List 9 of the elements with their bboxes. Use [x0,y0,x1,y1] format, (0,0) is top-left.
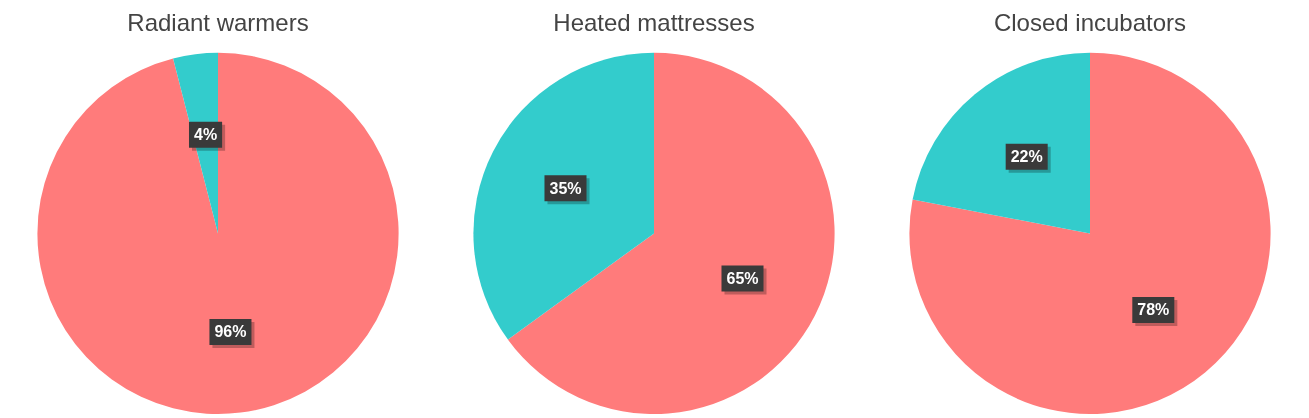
chart-title: Closed incubators [993,9,1187,37]
data-label: 96% [214,323,247,341]
chart-title: Heated mattresses [553,9,755,37]
data-label: 4% [193,126,218,144]
data-label: 22% [1010,148,1043,166]
chart-title: Radiant warmers [127,9,309,37]
data-label: 78% [1137,301,1170,319]
data-label: 65% [726,269,759,287]
data-label: 35% [549,179,582,197]
